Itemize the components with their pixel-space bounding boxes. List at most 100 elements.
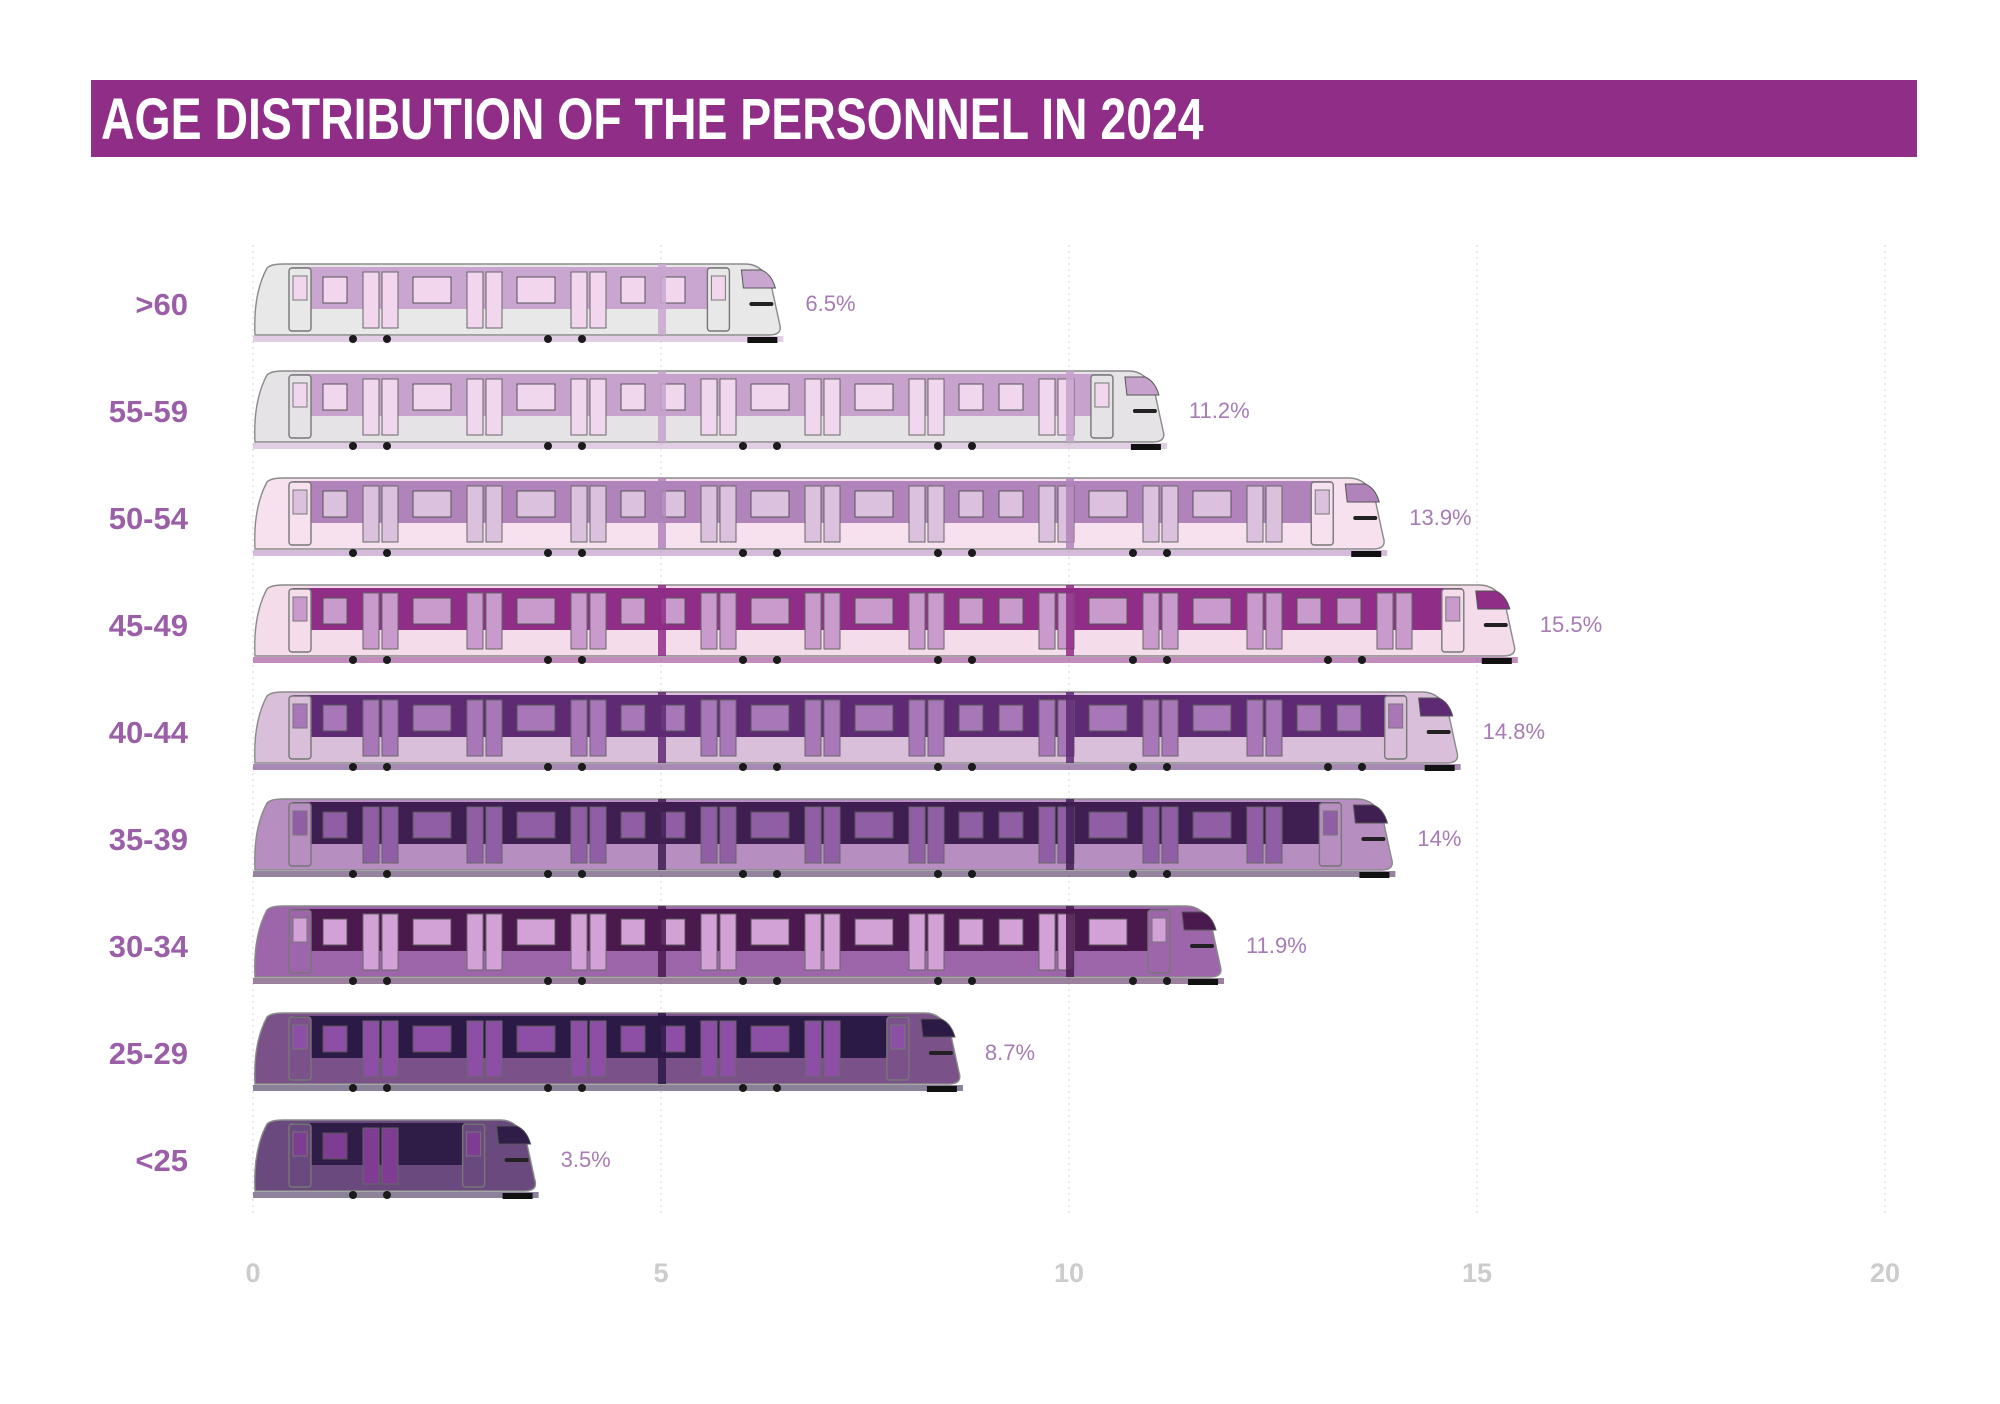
value-label: 14.8% (1483, 719, 1545, 744)
train-wheel (934, 763, 942, 771)
train-door-leaf (700, 592, 718, 650)
train-coupler (747, 337, 778, 343)
train-cab-window (466, 1131, 482, 1157)
train-door-leaf (589, 485, 607, 543)
train-door-leaf (485, 592, 503, 650)
train-door-leaf (804, 1020, 822, 1078)
train-wheel (349, 442, 357, 450)
train-door-leaf (700, 806, 718, 864)
train-wheel (544, 656, 552, 664)
train-wheel (934, 870, 942, 878)
train-wheel (1163, 977, 1171, 985)
train-door-leaf (1142, 806, 1160, 864)
chart-title-bar: AGE DISTRIBUTION OF THE PERSONNEL IN 202… (91, 80, 1917, 157)
train-wheel (773, 763, 781, 771)
train-wheel (773, 549, 781, 557)
train-window (412, 383, 452, 411)
train-wheel (934, 442, 942, 450)
train-window (516, 1025, 556, 1053)
train-window (854, 597, 894, 625)
train-bar (253, 905, 1225, 985)
train-car-joint (658, 1013, 666, 1084)
category-label: 45-49 (109, 608, 188, 643)
train-window (998, 597, 1024, 625)
train-wheel (773, 977, 781, 985)
train-door-leaf (1376, 592, 1394, 650)
train-door-window (292, 1024, 308, 1050)
train-door-leaf (381, 592, 399, 650)
train-window (1336, 597, 1362, 625)
train-door-leaf (823, 592, 841, 650)
train-wheel (1129, 656, 1137, 664)
train-window (516, 383, 556, 411)
train-bar (253, 263, 784, 343)
train-door-leaf (381, 485, 399, 543)
train-window (516, 597, 556, 625)
train-wheel (578, 549, 586, 557)
train-window (958, 383, 984, 411)
train-window (998, 918, 1024, 946)
train-wheel (544, 549, 552, 557)
train-headlight (1190, 944, 1215, 948)
train-door-leaf (1265, 592, 1283, 650)
train-door-leaf (362, 592, 380, 650)
train-wheel (383, 335, 391, 343)
train-door-leaf (466, 485, 484, 543)
train-wheel (739, 442, 747, 450)
train-coupler (502, 1193, 533, 1199)
train-door-window (292, 596, 308, 622)
train-door-leaf (1395, 592, 1413, 650)
train-window (516, 918, 556, 946)
train-door-leaf (570, 1020, 588, 1078)
train-window (1192, 704, 1232, 732)
train-window (322, 490, 348, 518)
chart-title: AGE DISTRIBUTION OF THE PERSONNEL IN 202… (101, 87, 1204, 152)
train-wheel (773, 870, 781, 878)
train-door-leaf (1038, 485, 1056, 543)
train-wheel (1163, 763, 1171, 771)
train-wheel (349, 335, 357, 343)
train-door-leaf (466, 913, 484, 971)
train-door-leaf (485, 1020, 503, 1078)
train-door-leaf (1038, 378, 1056, 436)
train-underline (253, 978, 1225, 984)
train-door-leaf (381, 271, 399, 329)
train-coupler (1188, 979, 1219, 985)
train-door-window (292, 917, 308, 943)
train-door-leaf (700, 485, 718, 543)
train-window (412, 597, 452, 625)
train-window (750, 1025, 790, 1053)
train-window (322, 1025, 348, 1053)
train-window (1296, 597, 1322, 625)
train-door-leaf (908, 699, 926, 757)
train-headlight (1353, 516, 1378, 520)
train-door-leaf (908, 913, 926, 971)
train-wheel (739, 1084, 747, 1092)
value-label: 11.9% (1246, 933, 1307, 958)
category-label: 50-54 (109, 501, 189, 536)
train-wheel (349, 549, 357, 557)
train-window (620, 383, 646, 411)
category-label: 35-39 (109, 822, 188, 857)
train-underline (253, 764, 1461, 770)
train-wheel (934, 656, 942, 664)
train-door-leaf (466, 271, 484, 329)
value-label: 8.7% (985, 1040, 1035, 1065)
train-bar (253, 1012, 963, 1092)
train-door-leaf (485, 913, 503, 971)
train-door-leaf (823, 699, 841, 757)
train-wheel (544, 977, 552, 985)
train-window (998, 704, 1024, 732)
train-door-leaf (589, 913, 607, 971)
train-car-joint (1066, 906, 1074, 977)
train-door-leaf (1038, 806, 1056, 864)
train-wheel (349, 1191, 357, 1199)
train-wheel (349, 870, 357, 878)
train-window (1192, 597, 1232, 625)
train-car-joint (658, 799, 666, 870)
train-wheel (383, 763, 391, 771)
train-windshield (1181, 911, 1217, 931)
train-wheel (1129, 870, 1137, 878)
train-window (1088, 918, 1128, 946)
train-door-leaf (1142, 592, 1160, 650)
